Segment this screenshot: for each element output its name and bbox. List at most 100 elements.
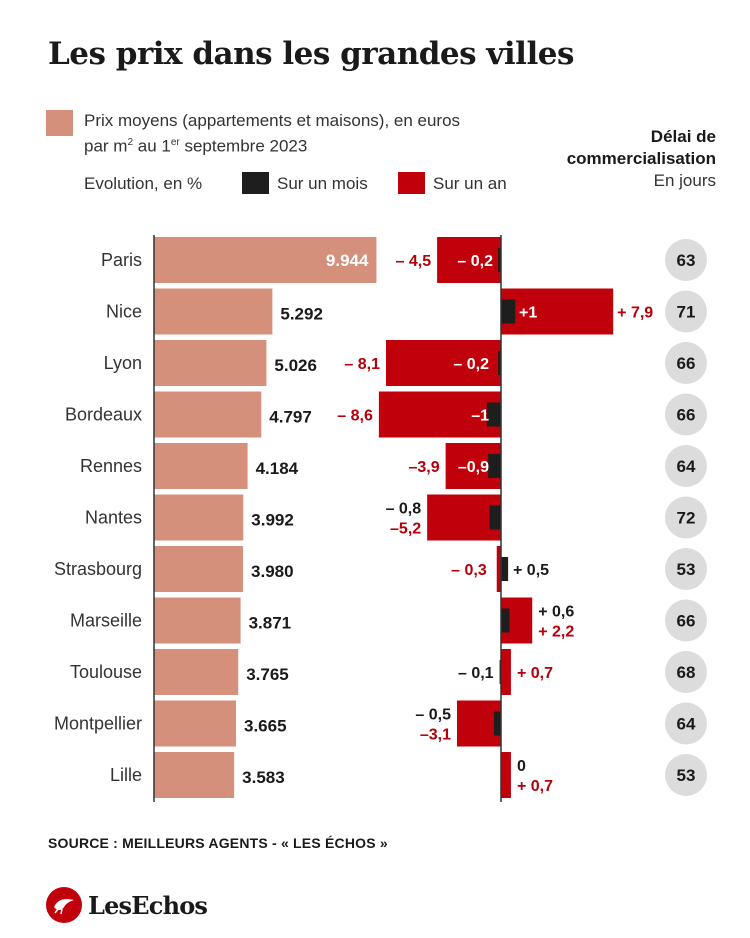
legend-price-line1: Prix moyens (appartements et maisons), e… <box>84 111 461 130</box>
legend-month-label: Sur un mois <box>277 174 368 193</box>
delai-value-label: 66 <box>677 612 696 631</box>
price-value-label: 9.944 <box>326 251 369 270</box>
month-value-label: + 0,5 <box>513 562 549 579</box>
delai-circle <box>665 496 707 539</box>
year-value-label: – 4,5 <box>396 253 432 270</box>
month-bar <box>498 351 501 375</box>
city-label: Lyon <box>104 353 142 373</box>
year-bar <box>437 237 501 283</box>
price-value-label: 5.292 <box>280 305 323 324</box>
city-label: Paris <box>101 250 142 270</box>
delai-circle <box>665 651 707 693</box>
year-bar <box>501 649 511 695</box>
month-value-label: –1 <box>471 408 489 425</box>
price-value-label: 3.871 <box>249 614 292 633</box>
delai-value-label: 66 <box>677 354 696 373</box>
price-bar <box>154 494 244 541</box>
month-value-label: + 0,6 <box>538 604 574 621</box>
month-bar <box>488 454 501 478</box>
legend-price-line2: par m2 au 1er septembre 2023 <box>84 136 308 156</box>
delai-circle <box>665 445 707 487</box>
city-label: Nantes <box>85 508 142 528</box>
logo-text: LesEchos <box>88 890 208 920</box>
month-value-label: 0 <box>517 758 526 775</box>
delai-value-label: 72 <box>677 509 696 528</box>
price-bar <box>154 700 236 747</box>
month-bar <box>486 402 501 427</box>
delai-heading-line2: commercialisation <box>566 149 716 168</box>
year-value-label: + 2,2 <box>538 624 574 641</box>
city-label: Lille <box>110 765 142 785</box>
month-value-label: –0,9 <box>458 459 489 476</box>
price-value-label: 3.992 <box>251 511 294 530</box>
month-value-label: – 0,1 <box>458 665 494 682</box>
year-bar <box>501 752 511 798</box>
year-bar <box>501 288 614 335</box>
price-bar <box>154 546 244 592</box>
city-label: Bordeaux <box>65 405 142 425</box>
delai-value-label: 66 <box>677 406 696 425</box>
month-value-label: – 0,8 <box>386 501 422 518</box>
year-value-label: – 8,1 <box>344 356 380 373</box>
year-bar <box>456 700 501 747</box>
legend-evolution-label: Evolution, en % <box>84 174 203 193</box>
price-value-label: 3.765 <box>246 665 289 684</box>
price-bar <box>154 237 377 283</box>
delai-value-label: 64 <box>677 457 696 476</box>
city-label: Strasbourg <box>54 559 142 579</box>
city-label: Toulouse <box>70 662 142 682</box>
chart-title: Les prix dans les grandes villes <box>48 36 574 72</box>
delai-value-label: 64 <box>677 715 696 734</box>
les-echos-logo: LesEchos <box>46 887 208 923</box>
month-value-label: – 0,2 <box>453 356 489 373</box>
year-bar <box>496 546 501 592</box>
city-label: Montpellier <box>54 714 142 734</box>
month-value-label: +1 <box>519 305 537 322</box>
delai-circle <box>665 393 707 436</box>
legend-swatch-price <box>46 110 73 136</box>
delai-circle <box>665 290 707 333</box>
city-label: Marseille <box>70 611 142 631</box>
delai-heading: Délai de commercialisation En jours <box>567 126 716 192</box>
price-bar <box>154 597 241 644</box>
price-bar <box>154 288 273 335</box>
year-bar <box>378 391 501 438</box>
delai-circle <box>665 342 707 384</box>
delai-value-label: 71 <box>677 303 696 322</box>
year-value-label: –3,1 <box>420 727 451 744</box>
delai-value-label: 68 <box>677 663 696 682</box>
delai-value-label: 53 <box>677 766 696 785</box>
delai-value-label: 63 <box>677 251 696 270</box>
source-note: SOURCE : MEILLEURS AGENTS - « LES ÉCHOS … <box>48 835 388 851</box>
month-bar <box>501 608 510 633</box>
delai-circle <box>665 702 707 745</box>
year-value-label: –5,2 <box>390 521 421 538</box>
month-bar <box>501 299 516 324</box>
price-value-label: 4.184 <box>256 459 299 478</box>
delai-heading-line1: Délai de <box>650 127 716 146</box>
price-value-label: 3.980 <box>251 562 294 581</box>
month-bar <box>498 248 501 272</box>
city-label: Rennes <box>80 456 142 476</box>
price-bar <box>154 443 248 489</box>
price-value-label: 3.583 <box>242 768 285 787</box>
price-value-label: 4.797 <box>269 408 312 427</box>
year-bar <box>427 494 501 541</box>
city-label: Nice <box>106 302 142 322</box>
month-bar <box>493 711 501 736</box>
price-bar <box>154 649 239 695</box>
delai-value-label: 53 <box>677 560 696 579</box>
year-value-label: + 0,7 <box>517 665 553 682</box>
delai-circle <box>665 548 707 590</box>
delai-circle <box>665 599 707 642</box>
legend-swatch-month <box>242 172 269 194</box>
year-value-label: + 7,9 <box>617 305 653 322</box>
delai-unit: En jours <box>653 171 716 190</box>
price-bar <box>154 752 235 798</box>
legend-price-text: Prix moyens (appartements et maisons), e… <box>84 110 460 158</box>
year-value-label: – 0,3 <box>451 562 487 579</box>
logo-emblem-icon <box>46 887 82 923</box>
legend-swatch-year <box>398 172 425 194</box>
legend-year-label: Sur un an <box>433 174 507 193</box>
